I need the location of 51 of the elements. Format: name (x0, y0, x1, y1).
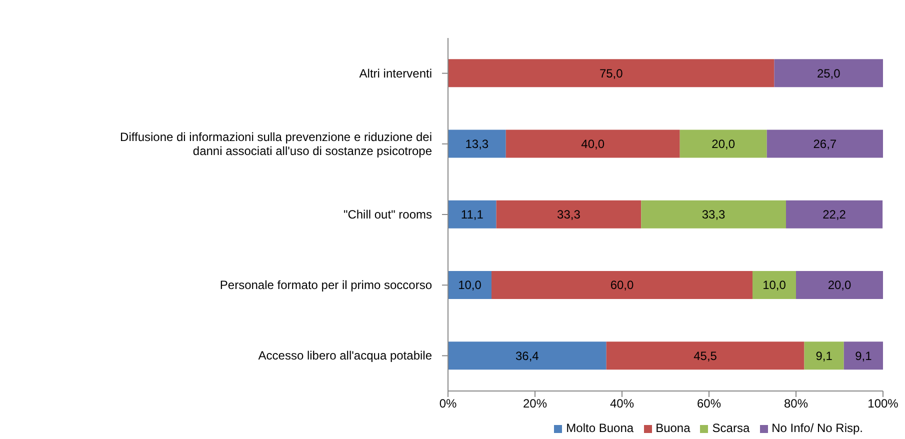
bar (448, 342, 606, 370)
data-label: 9,1 (855, 348, 872, 363)
y-tick-label: Diffusione di informazioni sulla prevenzione e riduzione dei danni associati all'uso di sostanze psicotrope (120, 130, 432, 158)
bar (752, 270, 796, 299)
data-label: 33,3 (557, 208, 581, 222)
data-label: 10,0 (458, 278, 482, 292)
x-tick-label: 60% (696, 396, 722, 411)
data-label: 10,0 (762, 278, 786, 292)
data-label: 33,3 (702, 208, 726, 222)
legend-label: Scarsa (712, 421, 750, 435)
x-tick-label: 20% (522, 396, 548, 411)
data-label: 11,1 (460, 208, 484, 222)
x-tick-label: 0% (439, 396, 457, 411)
bar (774, 59, 883, 88)
data-label: 45,5 (694, 348, 718, 363)
data-label: 20,0 (712, 137, 736, 152)
legend-label: Buona (656, 421, 690, 435)
data-label: 13,3 (465, 137, 489, 152)
bar (844, 342, 883, 370)
bar (606, 342, 804, 370)
data-label: 20,0 (828, 278, 852, 292)
x-tick-label: 40% (610, 396, 634, 411)
x-tick-label: 80% (784, 396, 808, 411)
y-tick-label: Accesso libero all'acqua potabile (258, 348, 432, 363)
bar (448, 130, 506, 158)
y-tick-label: "Chill out" rooms (343, 208, 432, 222)
bar (496, 200, 642, 228)
bar (796, 270, 883, 299)
data-label: 9,1 (816, 348, 833, 363)
data-label: 26,7 (813, 137, 837, 152)
bar (680, 130, 767, 158)
data-label: 60,0 (610, 278, 634, 292)
data-label: 22,2 (822, 208, 846, 222)
data-label: 25,0 (816, 66, 841, 80)
legend-label: Molto Buona (566, 421, 634, 435)
bar (448, 59, 774, 88)
bar (506, 130, 680, 158)
bar (492, 270, 752, 299)
bar (448, 200, 496, 228)
x-tick-label: 100% (868, 396, 899, 411)
bar (641, 200, 786, 228)
bar (786, 200, 883, 228)
data-label: 75,0 (599, 66, 624, 80)
y-tick-label: Personale formato per il primo soccorso (220, 278, 432, 292)
bar (448, 270, 492, 299)
legend-label: No Info/ No Risp. (772, 421, 863, 435)
data-label: 40,0 (581, 137, 605, 152)
bar (804, 342, 844, 370)
data-label: 36,4 (515, 348, 540, 363)
bar (766, 130, 883, 158)
y-tick-label: Altri interventi (359, 66, 432, 80)
